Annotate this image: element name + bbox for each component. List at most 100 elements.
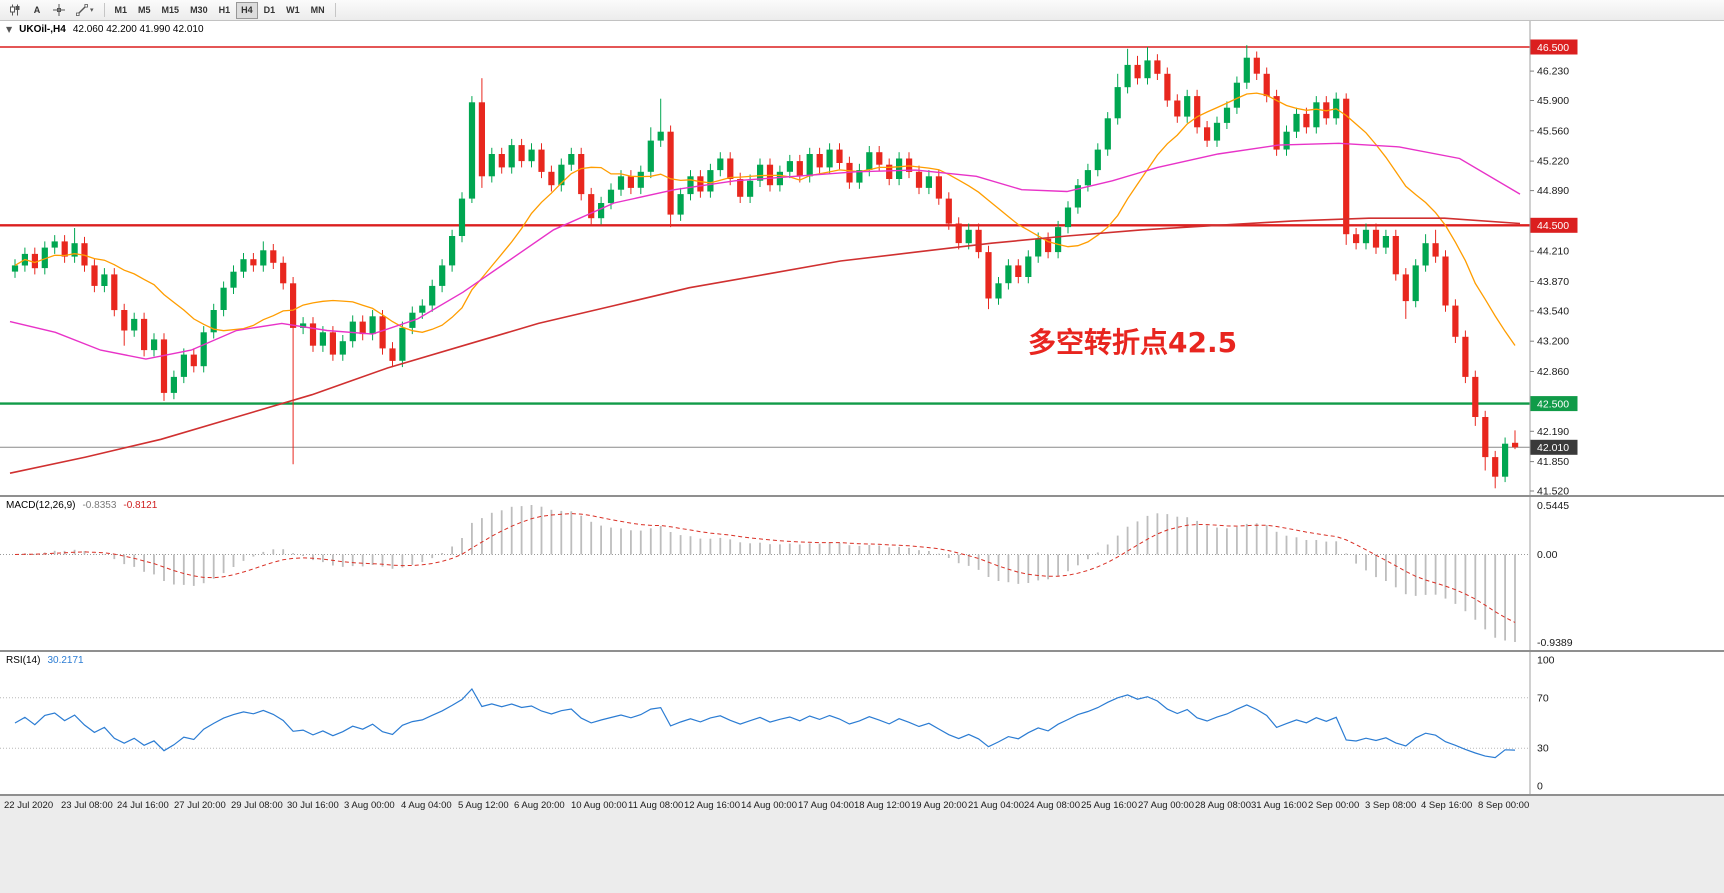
macd-zero-label: 0.00 [1537, 549, 1558, 561]
time-label: 10 Aug 00:00 [571, 800, 627, 811]
candles-icon [10, 4, 20, 16]
rsi-scale[interactable]: 100 70 30 0 [1537, 655, 1555, 793]
time-label: 17 Aug 04:00 [798, 800, 854, 811]
price-badge-42.010 [1530, 439, 1578, 455]
price-tick-label: 43.870 [1537, 276, 1569, 288]
price-badge-label: 42.500 [1537, 398, 1569, 410]
time-label: 2 Sep 00:00 [1308, 800, 1360, 811]
toolbar-separator [103, 3, 105, 17]
price-tick-label: 43.200 [1537, 336, 1569, 348]
time-label: 24 Aug 08:00 [1024, 800, 1080, 811]
time-label: 23 Jul 08:00 [61, 800, 113, 811]
ma-fast-line[interactable] [14, 92, 1516, 346]
time-label: 3 Sep 08:00 [1365, 800, 1417, 811]
rsi-panel[interactable]: 100 70 30 0 RSI(14) 30.2171 [0, 652, 1724, 794]
time-label: 4 Sep 16:00 [1421, 800, 1473, 811]
rsi-line [14, 687, 1516, 759]
price-chart-canvas[interactable]: 多空转折点42.546.23045.90045.56045.22044.8904… [0, 21, 1724, 495]
time-label: 18 Aug 12:00 [854, 800, 910, 811]
macd-panel[interactable]: 0.5445 0.00 -0.9389 MACD(12,26,9) -0.8353 … [0, 497, 1724, 650]
chart-annotation-text[interactable]: 多空转折点42.5 [1028, 326, 1237, 359]
macd-signal-value: -0.8121 [123, 500, 158, 511]
price-tick-label: 45.220 [1537, 156, 1569, 168]
time-label: 27 Aug 00:00 [1138, 800, 1194, 811]
rsi-tick-label: 0 [1537, 781, 1543, 793]
macd-max-label: 0.5445 [1537, 500, 1569, 512]
chart-expander-icon[interactable]: ▼ [6, 25, 13, 34]
window-background: 22 Jul 2020 23 Jul 08:00 24 Jul 16:00 27 Ju… [0, 794, 1724, 893]
price-tick-label: 41.850 [1537, 456, 1569, 468]
time-label: 30 Jul 16:00 [287, 800, 339, 811]
time-label: 14 Aug 00:00 [741, 800, 797, 811]
time-label: 25 Aug 16:00 [1081, 800, 1137, 811]
draw-tools-dropdown[interactable]: ▾ [71, 2, 99, 19]
price-badge-label: 46.500 [1537, 42, 1569, 54]
macd-histogram [23, 505, 1516, 642]
time-label: 31 Aug 16:00 [1251, 800, 1307, 811]
chart-symbol-label: UKOil-,H4 [19, 24, 66, 35]
panel-splitter[interactable] [0, 650, 1724, 652]
price-tick-label: 43.540 [1537, 305, 1569, 317]
price-tick-label: 42.860 [1537, 366, 1569, 378]
timeframe-button-H4[interactable]: H4 [236, 1, 258, 19]
price-tick-label: 45.900 [1537, 95, 1569, 107]
price-chart-panel[interactable]: 多空转折点42.5 46.230 45.900 45.560 45.220 44.890 4… [0, 21, 1724, 495]
macd-canvas[interactable]: 0.5445 0.00 -0.9389 [0, 497, 1724, 650]
timeframe-button-M15[interactable]: M15 [157, 2, 185, 19]
macd-main-value: -0.8353 [82, 500, 117, 511]
text-tool-button[interactable]: A [27, 2, 47, 19]
timeframe-button-M1[interactable]: M1 [110, 2, 133, 19]
time-label: 3 Aug 00:00 [344, 800, 395, 811]
price-tick-label: 42.190 [1537, 426, 1569, 438]
price-tick-label: 41.520 [1537, 486, 1569, 496]
price-scale[interactable]: 46.230 45.900 45.560 45.220 44.890 44.210 43.8… [1530, 39, 1578, 496]
crosshair-icon [53, 4, 65, 16]
rsi-tick-label: 100 [1537, 655, 1555, 667]
timeframe-button-H1[interactable]: H1 [214, 2, 236, 19]
time-label: 11 Aug 08:00 [628, 800, 684, 811]
time-label: 29 Jul 08:00 [231, 800, 283, 811]
panel-splitter[interactable] [0, 495, 1724, 497]
timeframe-button-D1[interactable]: D1 [259, 2, 281, 19]
macd-signal-line [14, 513, 1516, 623]
rsi-value: 30.2171 [47, 655, 84, 666]
price-badge-label: 44.500 [1537, 220, 1569, 232]
time-axis[interactable]: 22 Jul 2020 23 Jul 08:00 24 Jul 16:00 27 Ju… [0, 796, 1724, 816]
timeframe-button-M30[interactable]: M30 [185, 2, 213, 19]
macd-label: MACD(12,26,9) [6, 500, 76, 511]
time-label: 22 Jul 2020 [4, 800, 54, 811]
rsi-header: RSI(14) 30.2171 [6, 655, 84, 666]
crosshair-button[interactable] [48, 2, 70, 19]
macd-header: MACD(12,26,9) -0.8353 -0.8121 [6, 500, 157, 511]
rsi-label: RSI(14) [6, 655, 41, 666]
candles-style-button[interactable] [4, 2, 26, 19]
ma-mid-line[interactable] [9, 142, 1521, 360]
time-label: 4 Aug 04:00 [401, 800, 452, 811]
trendline-icon [76, 4, 88, 16]
ma-slow-line[interactable] [9, 217, 1521, 474]
rsi-canvas[interactable]: 100 70 30 0 [0, 652, 1724, 794]
chevron-down-icon: ▾ [90, 6, 94, 14]
time-label: 28 Aug 08:00 [1195, 800, 1251, 811]
price-badge-42.500 [1530, 396, 1578, 412]
time-label: 19 Aug 20:00 [911, 800, 967, 811]
macd-scale[interactable]: 0.5445 0.00 -0.9389 [1537, 500, 1573, 649]
timeframe-button-MN[interactable]: MN [306, 2, 330, 19]
price-tick-label: 44.210 [1537, 246, 1569, 258]
price-tick-label: 44.890 [1537, 185, 1569, 197]
price-badge-label: 42.010 [1537, 442, 1569, 454]
candles[interactable] [11, 45, 1519, 489]
time-label: 6 Aug 20:00 [514, 800, 565, 811]
rsi-tick-label: 30 [1537, 743, 1549, 755]
time-label: 27 Jul 20:00 [174, 800, 226, 811]
timeframe-button-M5[interactable]: M5 [133, 2, 156, 19]
price-tick-label: 46.230 [1537, 66, 1569, 78]
time-label: 21 Aug 04:00 [968, 800, 1024, 811]
time-label: 8 Sep 00:00 [1478, 800, 1530, 811]
chart-ohlc-label: 42.060 42.200 41.990 42.010 [72, 24, 204, 35]
price-badge-46.500 [1530, 39, 1578, 55]
macd-min-label: -0.9389 [1537, 637, 1573, 649]
toolbar-separator [334, 3, 336, 17]
timeframe-button-W1[interactable]: W1 [281, 2, 305, 19]
